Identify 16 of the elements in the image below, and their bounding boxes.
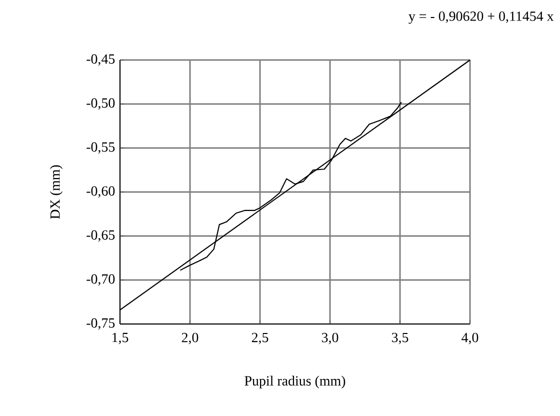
y-axis-title: DX (mm) — [50, 165, 63, 219]
x-axis-title: Pupil radius (mm) — [244, 376, 346, 388]
x-tick-label: 2,5 — [252, 332, 268, 344]
x-tick-label: 3,0 — [322, 332, 338, 344]
x-tick-label: 4,0 — [462, 332, 478, 344]
y-tick-label: -0,75 — [86, 318, 115, 330]
x-tick-label: 1,5 — [112, 332, 128, 344]
y-tick-label: -0,55 — [86, 142, 115, 154]
y-tick-label: -0,65 — [86, 230, 115, 242]
x-tick-label: 2,0 — [182, 332, 198, 344]
text: y = - 0,90620 + 0,11454 x — [408, 12, 554, 24]
x-tick-label: 3,5 — [392, 332, 408, 344]
y-tick-label: -0,60 — [86, 186, 115, 198]
y-tick-label: -0,45 — [86, 54, 115, 66]
y-tick-label: -0,70 — [86, 274, 115, 286]
y-tick-label: -0,50 — [86, 98, 115, 110]
